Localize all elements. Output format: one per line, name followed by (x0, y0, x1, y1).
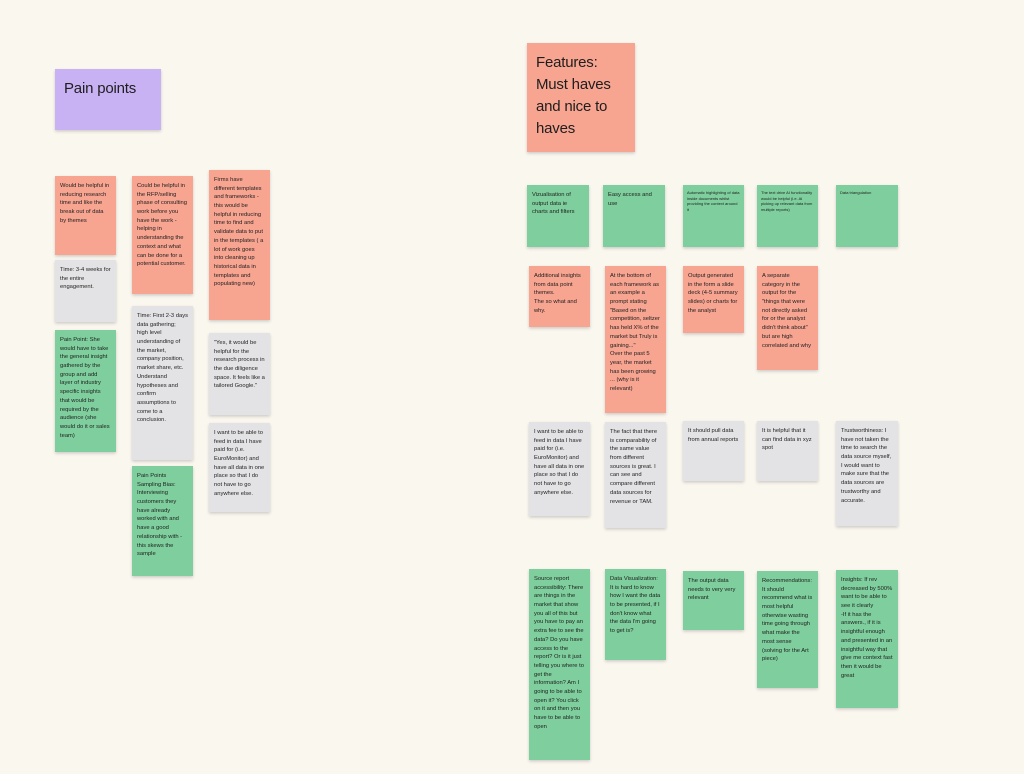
sticky-note-text: A separate category in the output for th… (762, 273, 811, 349)
sticky-note-text: Firms have different templates and frame… (214, 177, 264, 288)
sticky-note-text: Easy access and use (608, 192, 652, 207)
sticky-note-text: Features: Must haves and nice to haves (536, 54, 611, 138)
sticky-note-text: Could be helpful in the RFP/selling phas… (137, 183, 187, 268)
sticky-note-text: It is helpful that it can find data in x… (762, 428, 812, 452)
sticky-note[interactable]: Pain Point: She would have to take the g… (55, 330, 116, 452)
sticky-note-text: "Yes, it would be helpful for the resear… (214, 340, 265, 390)
sticky-note-text: I want to be able to feed in data I have… (534, 429, 585, 496)
sticky-note-text: The output data needs to very very relev… (688, 578, 736, 602)
section-title-features[interactable]: Features: Must haves and nice to haves (527, 43, 635, 152)
section-title-pain-points[interactable]: Pain points (55, 69, 161, 130)
sticky-note[interactable]: Automatic highlighting of data inside do… (683, 185, 744, 247)
sticky-note[interactable]: The text drive AI functionality would be… (757, 185, 818, 247)
sticky-note[interactable]: It should pull data from annual reports (683, 421, 744, 481)
sticky-note[interactable]: I want to be able to feed in data I have… (529, 422, 590, 516)
sticky-note[interactable]: I want to be able to feed in data I have… (209, 423, 270, 512)
sticky-note[interactable]: The fact that there is comparability of … (605, 422, 666, 528)
sticky-note[interactable]: Time: First 2-3 days data gathering; hig… (132, 306, 193, 460)
sticky-note[interactable]: Insights: If rev decreased by 500% want … (836, 570, 898, 708)
sticky-note-text: Would be helpful in reducing research ti… (60, 183, 110, 224)
sticky-note[interactable]: Could be helpful in the RFP/selling phas… (132, 176, 193, 294)
sticky-note[interactable]: At the bottom of each framework as an ex… (605, 266, 666, 413)
sticky-note[interactable]: Source report accessibility: There are t… (529, 569, 590, 760)
sticky-note-text: Pain Points Sampling Bias: Interviewing … (137, 473, 183, 558)
sticky-note[interactable]: Pain Points Sampling Bias: Interviewing … (132, 466, 193, 576)
sticky-note-text: Pain points (64, 80, 137, 97)
sticky-note[interactable]: Time: 3-4 weeks for the entire engagemen… (55, 260, 116, 322)
sticky-note[interactable]: Data Visualization: It is hard to know h… (605, 569, 666, 660)
sticky-note[interactable]: Would be helpful in reducing research ti… (55, 176, 116, 255)
sticky-note-text: Insights: If rev decreased by 500% want … (841, 577, 893, 679)
sticky-note[interactable]: Firms have different templates and frame… (209, 170, 270, 320)
sticky-note[interactable]: Data triangulation (836, 185, 898, 247)
sticky-note[interactable]: Trustworthiness: I have not taken the ti… (836, 421, 898, 526)
sticky-note[interactable]: Vizualisation of output data ie charts a… (527, 185, 589, 247)
sticky-note-text: At the bottom of each framework as an ex… (610, 273, 660, 392)
sticky-note-text: Additional insights from data point them… (534, 273, 581, 314)
sticky-note[interactable]: Additional insights from data point them… (529, 266, 590, 327)
sticky-note-text: Output generated in the form a slide dec… (688, 273, 738, 314)
sticky-note[interactable]: Output generated in the form a slide dec… (683, 266, 744, 333)
sticky-note[interactable]: It is helpful that it can find data in x… (757, 421, 818, 481)
sticky-note-text: Automatic highlighting of data inside do… (687, 190, 740, 213)
sticky-note-text: It should pull data from annual reports (688, 428, 739, 443)
sticky-note-text: Data Visualization: It is hard to know h… (610, 576, 661, 635)
sticky-note-text: Time: 3-4 weeks for the entire engagemen… (60, 267, 111, 291)
sticky-note[interactable]: A separate category in the output for th… (757, 266, 818, 370)
sticky-note-text: Data triangulation (840, 190, 872, 195)
sticky-note-text: The text drive AI functionality would be… (761, 190, 813, 213)
sticky-note[interactable]: Recommendations: It should recommend wha… (757, 571, 818, 688)
sticky-note-text: Trustworthiness: I have not taken the ti… (841, 428, 892, 504)
sticky-note[interactable]: The output data needs to very very relev… (683, 571, 744, 630)
sticky-note-text: Time: First 2-3 days data gathering; hig… (137, 313, 189, 424)
sticky-note-text: Recommendations: It should recommend wha… (762, 578, 813, 663)
sticky-note-text: Vizualisation of output data ie charts a… (532, 192, 575, 216)
sticky-note-text: Pain Point: She would have to take the g… (60, 337, 110, 439)
sticky-note-text: I want to be able to feed in data I have… (214, 430, 265, 497)
sticky-note-text: The fact that there is comparability of … (610, 429, 658, 505)
sticky-note[interactable]: Easy access and use (603, 185, 665, 247)
sticky-note-text: Source report accessibility: There are t… (534, 576, 584, 730)
sticky-note[interactable]: "Yes, it would be helpful for the resear… (209, 333, 270, 415)
